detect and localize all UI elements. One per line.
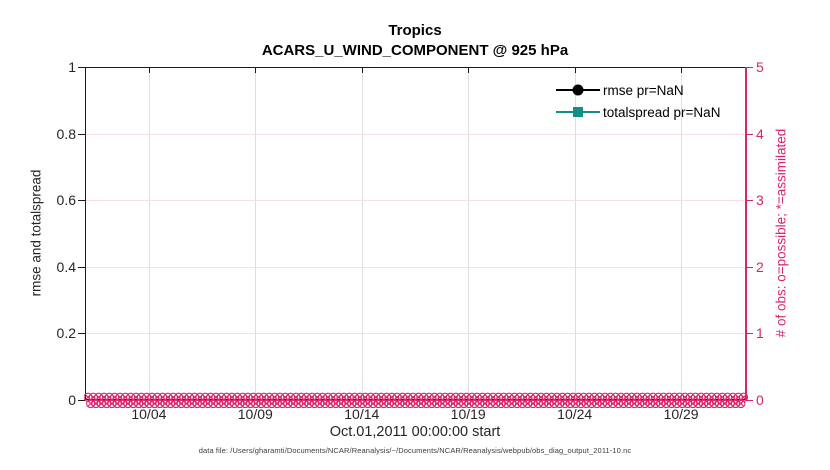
right-y-tick-label: 1 [756,325,764,342]
rmse-circle-marker-icon [572,84,584,96]
x-tick-mark [574,68,576,73]
vertical-gridline [361,68,363,399]
left-y-tick-mark [78,200,85,202]
right-y-tick-mark [746,200,753,202]
vertical-gridline [148,68,150,399]
right-y-tick-label: 4 [756,125,764,142]
left-y-tick-label: 1 [68,59,76,75]
horizontal-gridline [86,133,744,135]
x-tick-label: 10/09 [237,406,273,422]
x-tick-mark [255,68,257,73]
left-y-tick-mark [78,266,85,268]
left-y-tick-label: 0.4 [56,258,76,275]
totalspread-square-marker-icon [573,107,583,117]
x-tick-label: 10/29 [663,406,699,422]
data-file-footer: data file: /Users/gharamti/Documents/NCA… [198,446,632,455]
horizontal-gridline [86,333,744,335]
legend-entry: rmse pr=NaN [556,82,720,98]
left-y-tick-label: 0.6 [56,192,76,209]
left-y-tick-label: 0 [68,392,76,408]
right-y-tick-mark [746,333,753,335]
vertical-gridline [681,68,683,399]
vertical-gridline [468,68,470,399]
right-y-tick-label: 0 [756,392,764,408]
legend-line-sample [556,84,600,96]
x-tick-label: 10/24 [557,406,593,422]
x-tick-mark [681,68,683,73]
x-tick-label: 10/14 [344,406,380,422]
left-y-tick-label: 0.2 [56,325,76,342]
left-y-tick-mark [78,133,85,135]
legend-entry-label: rmse pr=NaN [603,82,684,98]
left-y-tick-mark [78,400,85,401]
right-y-tick-label: 5 [756,59,764,75]
left-y-tick-mark [78,333,85,335]
vertical-gridline [574,68,576,399]
obs-markers [84,392,748,409]
left-y-tick-mark [78,67,85,68]
right-y-tick-mark [746,400,753,401]
horizontal-gridline [86,266,744,268]
right-y-axis-label: # of obs: o=possible; *=assimilated [773,128,789,338]
x-tick-mark [361,68,363,73]
right-y-tick-label: 2 [756,258,764,275]
right-y-tick-mark [746,67,753,68]
chart-title: Tropics [388,22,442,39]
legend-entry: totalspread pr=NaN [556,104,721,120]
legend-line-sample [556,107,600,117]
left-spine [85,67,86,400]
x-axis-label: Oct.01,2011 00:00:00 start [329,424,501,440]
obs-count-marker-band [84,392,748,409]
x-tick-mark [468,68,470,73]
legend: rmse pr=NaN totalspread pr=NaN [556,83,720,127]
right-y-tick-mark [746,266,753,268]
right-y-tick-mark [746,133,753,135]
top-spine [85,67,746,68]
left-y-axis-label: rmse and totalspread [28,169,44,297]
x-tick-label: 10/04 [131,406,167,422]
vertical-gridline [255,68,257,399]
chart-subtitle: ACARS_U_WIND_COMPONENT @ 925 hPa [261,42,569,59]
x-tick-label: 10/19 [450,406,486,422]
right-spine [745,67,747,400]
horizontal-gridline [86,200,744,202]
x-tick-mark [148,68,150,73]
right-y-tick-label: 3 [756,192,764,209]
left-y-tick-label: 0.8 [56,125,76,142]
legend-entry-label: totalspread pr=NaN [603,104,721,120]
